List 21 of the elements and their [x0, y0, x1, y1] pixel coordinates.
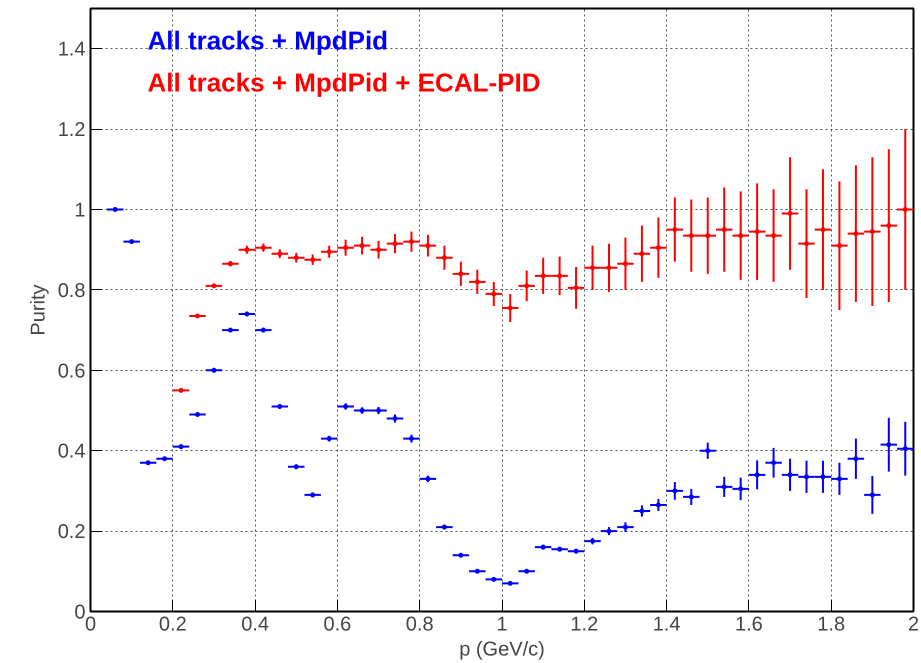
y-tick-label: 0.4: [58, 440, 86, 463]
text: All tracks + MpdPid: [148, 26, 388, 56]
y-tick-label: 1: [74, 200, 86, 222]
x-tick-label: 1.2: [570, 614, 598, 636]
y-tick-label: 0.6: [58, 360, 86, 382]
x-tick-label: 0.8: [406, 614, 434, 636]
x-tick-label: 0.4: [241, 614, 270, 636]
y-tick-label: 0.2: [58, 521, 86, 544]
text: All tracks + MpdPid + ECAL-PID: [148, 68, 540, 98]
x-tick-label: 0.6: [324, 614, 352, 636]
x-tick-label: 1: [496, 614, 508, 636]
x-tick-label: 0.2: [158, 614, 187, 636]
x-tick-label: 1.6: [735, 614, 763, 636]
x-tick-label: 2: [908, 614, 920, 636]
y-tick-label: 1.4: [58, 38, 86, 61]
x-tick-label: 1.4: [652, 614, 681, 636]
y-tick-label: 1.2: [58, 119, 86, 142]
x-axis-title: p (GeV/c): [459, 638, 545, 660]
y-axis-title: Purity: [28, 284, 50, 336]
y-tick-label: 0.8: [58, 280, 86, 302]
x-tick-label: 1.8: [817, 614, 846, 636]
